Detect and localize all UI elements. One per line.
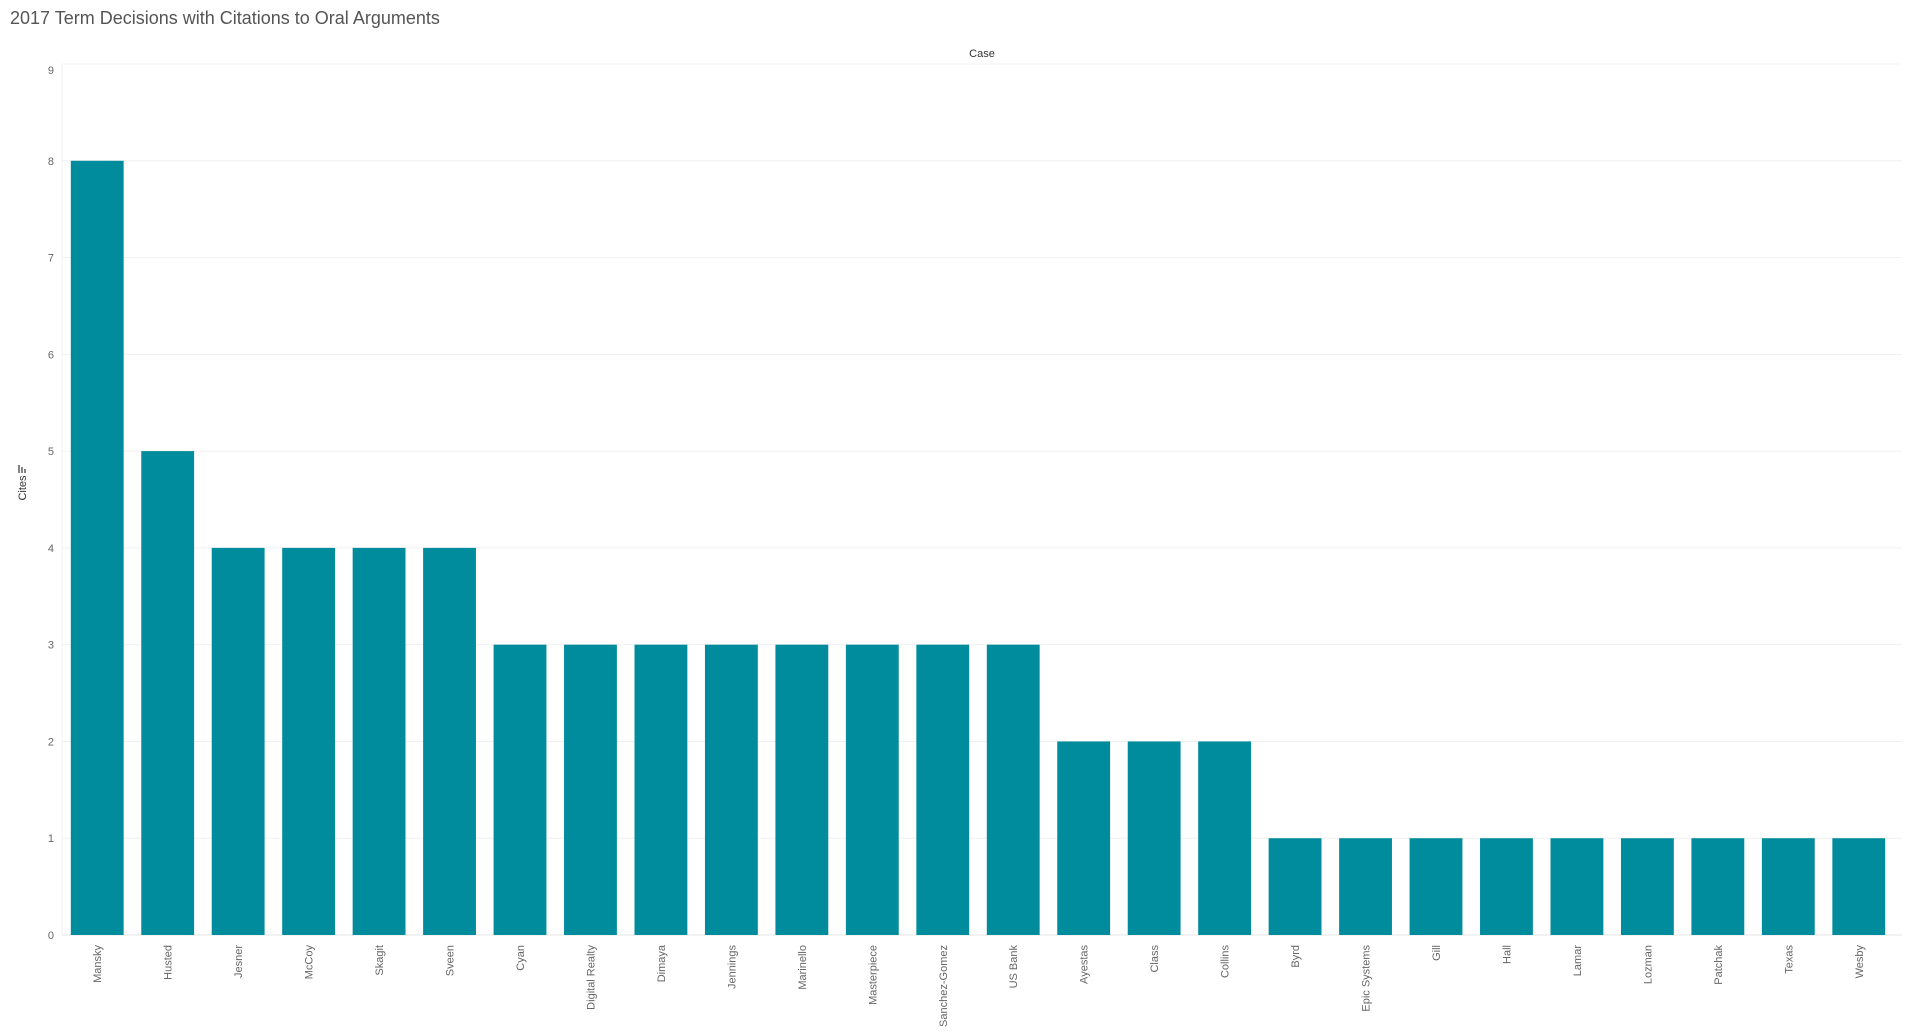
x-tick-label: Epic Systems (1361, 945, 1373, 1012)
x-tick-label: Skagit (374, 945, 386, 976)
bar-mccoy[interactable] (282, 547, 336, 935)
bar-dimaya[interactable] (634, 644, 688, 935)
x-tick-label: Husted (163, 945, 175, 980)
chart-title: 2017 Term Decisions with Citations to Or… (10, 8, 440, 28)
x-axis-ticks: Mansky Husted Jesner McCoy Skagit Sveen Cyan Di… (92, 944, 1866, 1027)
bar-collins[interactable] (1198, 741, 1252, 935)
bar-hall[interactable] (1480, 838, 1533, 935)
x-tick-label: Hall (1501, 945, 1513, 964)
bar-epic-systems[interactable] (1339, 838, 1392, 935)
x-tick-label: US Bank (1008, 945, 1020, 989)
bar-lozman[interactable] (1620, 838, 1674, 935)
bar-texas[interactable] (1761, 838, 1815, 935)
x-tick-label: McCoy (304, 945, 316, 980)
bar-skagit[interactable] (352, 547, 406, 935)
y-tick-label: 8 (48, 156, 54, 168)
x-tick-label: Mansky (92, 945, 104, 983)
x-tick-label: Jesner (233, 945, 245, 978)
bar-lamar[interactable] (1550, 838, 1604, 935)
bar-cyan[interactable] (493, 644, 547, 935)
x-tick-label: Dimaya (656, 944, 668, 982)
bar-patchak[interactable] (1691, 838, 1745, 935)
bar-ayestas[interactable] (1057, 741, 1111, 935)
y-tick-label: 1 (48, 833, 54, 845)
x-tick-label: Gill (1431, 945, 1443, 961)
x-tick-label: Ayestas (1079, 945, 1091, 984)
y-axis-label: Cites (17, 475, 29, 501)
bar-sanchez-gomez[interactable] (916, 644, 970, 935)
x-tick-label: Digital Realty (585, 945, 597, 1010)
y-tick-label: 4 (48, 543, 54, 555)
y-tick-label: 3 (48, 640, 54, 652)
bar-wesby[interactable] (1832, 838, 1886, 935)
gridlines (61, 63, 1902, 936)
x-tick-label: Collins (1220, 945, 1232, 979)
x-tick-label: Patchak (1713, 945, 1725, 985)
x-tick-label: Marinello (797, 945, 809, 990)
bar-husted[interactable] (141, 451, 195, 935)
x-tick-label: Cyan (515, 945, 527, 971)
bar-mansky[interactable] (70, 160, 124, 935)
y-tick-label: 5 (48, 446, 54, 458)
bar-digital-realty[interactable] (564, 644, 617, 935)
bar-byrd[interactable] (1268, 838, 1322, 935)
x-tick-label: Sveen (445, 945, 457, 976)
y-tick-label: 2 (48, 736, 54, 748)
y-tick-label: 6 (48, 349, 54, 361)
bar-jennings[interactable] (704, 644, 758, 935)
bar-masterpiece[interactable] (845, 644, 899, 935)
bar-gill[interactable] (1409, 838, 1463, 935)
y-tick-label: 9 (48, 65, 54, 77)
bar-class[interactable] (1127, 741, 1181, 935)
y-tick-label: 7 (48, 253, 54, 265)
x-tick-label: Byrd (1290, 945, 1302, 968)
x-tick-label: Masterpiece (867, 945, 879, 1005)
x-tick-label: Jennings (726, 945, 738, 990)
bar-us-bank[interactable] (986, 644, 1040, 935)
x-axis-label: Case (969, 48, 995, 60)
x-tick-label: Lamar (1572, 945, 1584, 977)
sort-icon[interactable] (18, 465, 26, 473)
x-tick-label: Wesby (1854, 945, 1866, 979)
y-tick-label: 0 (48, 930, 54, 942)
bar-jesner[interactable] (211, 547, 265, 935)
x-tick-label: Lozman (1642, 945, 1654, 984)
bar-sveen[interactable] (423, 547, 476, 935)
bars (70, 160, 1886, 935)
x-tick-label: Sanchez-Gomez (938, 945, 950, 1027)
x-tick-label: Texas (1783, 945, 1795, 974)
y-axis-ticks: 0 1 2 3 4 5 6 7 8 9 (48, 65, 54, 942)
x-tick-label: Class (1149, 945, 1161, 973)
bar-marinello[interactable] (775, 644, 829, 935)
